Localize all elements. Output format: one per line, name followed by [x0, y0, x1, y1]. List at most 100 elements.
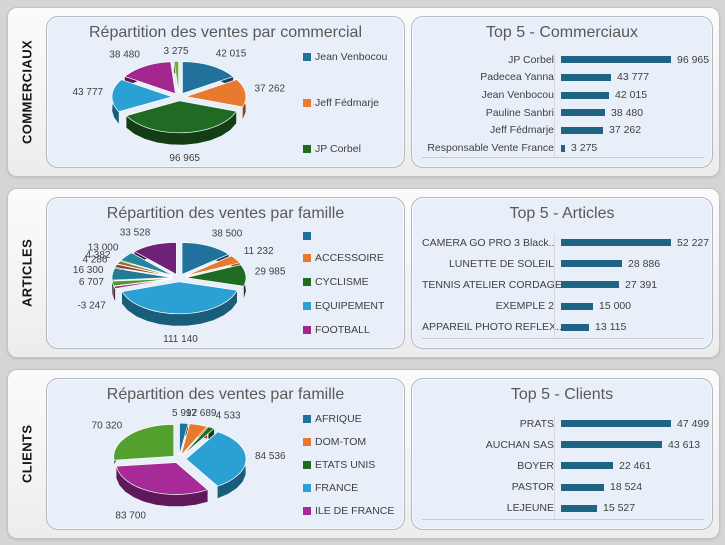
bar-row: Jean Venbocou 42 015	[422, 89, 704, 101]
legend-swatch-icon	[303, 99, 311, 107]
legend-swatch-icon	[303, 53, 311, 61]
pie-value-label: 29 985	[255, 266, 286, 277]
top5-clients-card[interactable]: Top 5 - Clients PRATS 47 499 AUCHAN SAS 43 …	[411, 378, 713, 530]
pie-slice[interactable]	[116, 260, 173, 277]
legend-item: ACCESSOIRE	[303, 252, 398, 264]
top5-clients-bars[interactable]: PRATS 47 499 AUCHAN SAS 43 613 BOYER 22 461 PA…	[422, 413, 709, 520]
pie-value-label: 111 140	[163, 334, 198, 345]
bar-category-label: Responsable Vente France	[427, 142, 554, 155]
bar-row: CAMERA GO PRO 3 Black.. 52 227	[422, 236, 709, 249]
pie-slice[interactable]	[125, 100, 237, 134]
pie-value-label: 96 965	[169, 153, 200, 164]
pie-value-label: 4 533	[216, 411, 241, 422]
clients-pie-legend: AFRIQUE DOM-TOM ETATS UNIS FRANCE ILE DE FRA…	[303, 407, 398, 527]
bar[interactable]	[561, 56, 671, 64]
commercial-pie-chart[interactable]: 42 015 37 262 96 965 43 777 38 480 3 275	[53, 45, 303, 165]
pie-value-label: 5 997	[172, 408, 197, 419]
legend-swatch-icon	[303, 278, 311, 286]
bar-category-label: Padecea Yanna	[480, 71, 554, 84]
pie-value-label: 11 232	[244, 246, 274, 257]
bar[interactable]	[561, 441, 662, 449]
bar[interactable]	[561, 91, 609, 99]
bar-row: AUCHAN SAS 43 613	[422, 439, 704, 451]
pie-value-label: 3 275	[163, 46, 188, 57]
top5-articles-bars[interactable]: CAMERA GO PRO 3 Black.. 52 227 LUNETTE DE …	[422, 232, 709, 339]
bar[interactable]	[561, 302, 593, 310]
bar-row: BOYER 22 461	[422, 460, 704, 472]
bar[interactable]	[561, 323, 589, 331]
bar-chart-title: Top 5 - Articles	[509, 205, 615, 222]
pie-slice[interactable]	[182, 61, 234, 95]
bar-chart-title: Top 5 - Commerciaux	[485, 24, 639, 41]
sales-by-famille-pie-card-clients[interactable]: Répartition des ventes par famille 5 997…	[46, 378, 405, 530]
pie-value-label: 43 777	[73, 87, 104, 98]
commerciaux-sidebar-label: COMMERCIAUX	[19, 39, 35, 145]
pie-slice[interactable]	[133, 242, 177, 275]
bar[interactable]	[561, 144, 565, 152]
pie-value-label: 33 528	[120, 227, 151, 238]
sales-by-commercial-pie-card[interactable]: Répartition des ventes par commercial 42…	[46, 16, 405, 168]
pie-value-label: 38 480	[109, 50, 140, 61]
bar[interactable]	[561, 281, 619, 289]
pie-value-label: 16 300	[73, 265, 104, 276]
bar[interactable]	[561, 504, 597, 512]
bar-category-label: Pauline Sanbri	[485, 106, 554, 119]
legend-item: AFRIQUE	[303, 413, 398, 425]
bar[interactable]	[561, 483, 604, 491]
legend-item: Jeff Fédmarje	[303, 97, 398, 109]
pie-value-label: 6 707	[79, 277, 104, 288]
pie-slice[interactable]	[184, 255, 241, 277]
pie-slice[interactable]	[180, 423, 208, 456]
bar[interactable]	[561, 239, 671, 247]
bar-category-label: CAMERA GO PRO 3 Black..	[422, 236, 555, 249]
bar-category-label: Jean Venbocou	[481, 89, 554, 102]
pie-slice[interactable]	[113, 278, 173, 290]
commerciaux-panel: COMMERCIAUX Répartition des ventes par c…	[7, 7, 720, 177]
pie-slice[interactable]	[121, 281, 238, 315]
bar-value-label: 15 527	[603, 502, 636, 515]
legend-swatch-icon	[303, 438, 311, 446]
pie-slice[interactable]	[173, 60, 180, 94]
pie-slice[interactable]	[113, 424, 175, 461]
pie-slice[interactable]	[111, 79, 174, 113]
bar[interactable]	[561, 126, 603, 134]
legend-label: ILE DE FRANCE	[315, 505, 395, 517]
bar-category-label: Jeff Fédmarje	[490, 124, 554, 137]
legend-item: EQUIPEMENT	[303, 300, 398, 312]
bar-row: Responsable Vente France 3 275	[422, 142, 704, 154]
pie-slice[interactable]	[111, 278, 173, 287]
pie-slice[interactable]	[184, 79, 247, 108]
bar-category-label: PASTOR	[511, 481, 554, 494]
pie-slice[interactable]	[111, 267, 173, 281]
sales-by-famille-pie-card-articles[interactable]: Répartition des ventes par famille 38 50…	[46, 197, 405, 349]
pie-slice[interactable]	[185, 431, 247, 487]
pie-slice[interactable]	[115, 462, 209, 495]
articles-panel: ARTICLES Répartition des ventes par fami…	[7, 188, 720, 358]
pie-slice[interactable]	[179, 422, 189, 456]
bar[interactable]	[561, 109, 605, 117]
pie-value-label: 37 262	[255, 84, 286, 95]
bar-category-label: PRATS	[519, 417, 554, 430]
pie-chart-title: Répartition des ventes par famille	[106, 386, 345, 403]
bar[interactable]	[561, 420, 671, 428]
top5-commerciaux-card[interactable]: Top 5 - Commerciaux JP Corbel 96 965 Padec…	[411, 16, 713, 168]
pie-slice[interactable]	[182, 426, 215, 456]
pie-slice[interactable]	[124, 61, 176, 95]
legend-item: CYCLISME	[303, 276, 398, 288]
pie-slice[interactable]	[181, 242, 230, 276]
clients-panel: CLIENTS Répartition des ventes par famil…	[7, 369, 720, 539]
commercial-pie-legend: Jean Venbocou Jeff Fédmarje JP Corbel	[303, 45, 398, 165]
bar[interactable]	[561, 462, 613, 470]
bar-value-label: 43 613	[668, 438, 701, 451]
bar[interactable]	[561, 260, 622, 268]
pie-slice[interactable]	[120, 252, 174, 277]
bar-value-label: 52 227	[677, 236, 710, 249]
top5-articles-card[interactable]: Top 5 - Articles CAMERA GO PRO 3 Black..…	[411, 197, 713, 349]
bar[interactable]	[561, 73, 611, 81]
pie-slice[interactable]	[185, 264, 247, 287]
top5-commerciaux-bars[interactable]: JP Corbel 96 965 Padecea Yanna 43 777 Jean V…	[422, 51, 709, 158]
bar-category-label: JP Corbel	[508, 53, 554, 66]
bar-category-label: TENNIS ATELIER CORDAGE	[422, 278, 561, 291]
